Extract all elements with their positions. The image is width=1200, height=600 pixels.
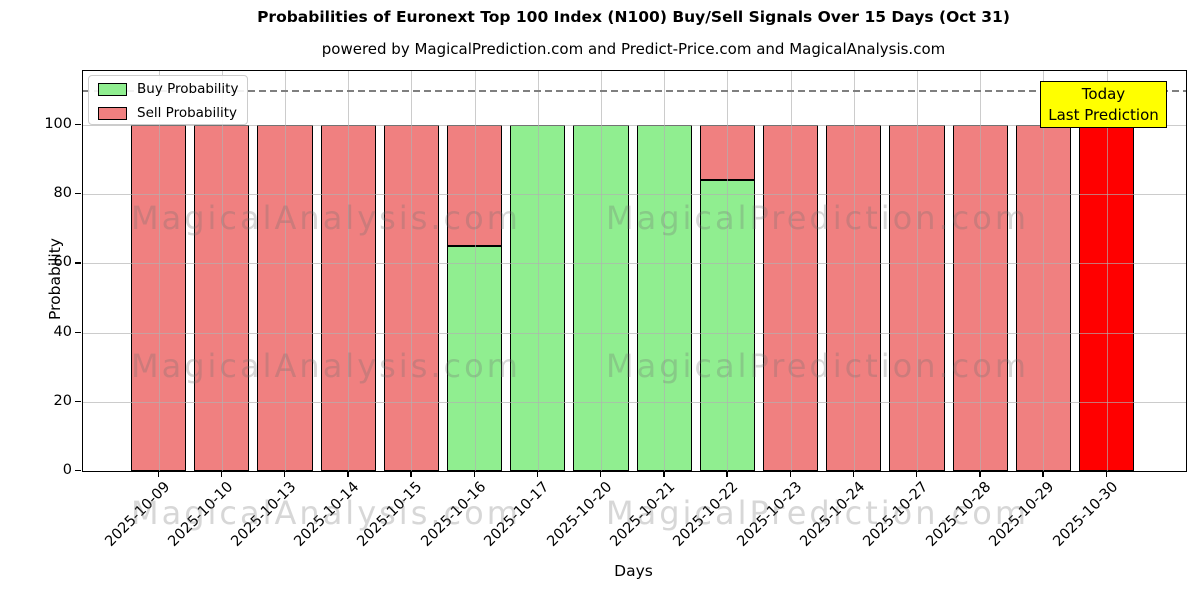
bar-segment-sell bbox=[257, 125, 313, 471]
h-gridline bbox=[83, 332, 1186, 334]
x-tick-mark bbox=[600, 471, 602, 477]
today-annotation-line2: Last Prediction bbox=[1048, 105, 1159, 124]
watermark-prediction: MagicalPrediction.com bbox=[606, 494, 1029, 532]
legend: Buy Probability Sell Probability bbox=[88, 75, 248, 125]
x-tick-mark bbox=[789, 471, 791, 477]
v-gridline bbox=[853, 71, 855, 471]
y-tick-label: 40 bbox=[53, 323, 72, 340]
v-gridline bbox=[1106, 71, 1108, 471]
legend-item-buy: Buy Probability bbox=[98, 78, 247, 100]
y-tick-label: 80 bbox=[53, 185, 72, 202]
y-axis-label: Probability bbox=[45, 238, 64, 320]
y-tick-mark bbox=[75, 470, 81, 472]
x-tick-mark bbox=[157, 471, 159, 477]
watermark-prediction: MagicalPrediction.com bbox=[606, 347, 1029, 385]
bar-segment-sell bbox=[826, 125, 882, 471]
bar-segment-buy bbox=[510, 125, 566, 471]
watermark-analysis: MagicalAnalysis.com bbox=[131, 347, 521, 385]
y-tick-mark bbox=[75, 193, 81, 195]
today-annotation-line1: Today bbox=[1081, 84, 1126, 103]
v-gridline bbox=[790, 71, 792, 471]
legend-label-sell: Sell Probability bbox=[137, 105, 238, 121]
x-tick-mark bbox=[410, 471, 412, 477]
y-tick-mark bbox=[75, 400, 81, 403]
y-tick-label: 60 bbox=[53, 254, 72, 271]
x-tick-mark bbox=[347, 471, 349, 477]
x-tick-mark bbox=[663, 471, 665, 477]
v-gridline bbox=[474, 71, 476, 471]
v-gridline bbox=[348, 71, 350, 471]
watermark-analysis: MagicalAnalysis.com bbox=[131, 494, 521, 532]
y-tick-label: 0 bbox=[62, 462, 72, 478]
chart-title: Probabilities of Euronext Top 100 Index … bbox=[257, 8, 1010, 26]
v-gridline bbox=[980, 71, 982, 471]
h-gridline bbox=[83, 125, 1186, 126]
watermark-prediction: MagicalPrediction.com bbox=[606, 199, 1029, 237]
v-gridline bbox=[727, 71, 729, 471]
legend-swatch-buy-icon bbox=[98, 82, 127, 96]
x-tick-mark bbox=[726, 471, 728, 477]
x-tick-mark bbox=[1042, 471, 1044, 477]
legend-item-sell: Sell Probability bbox=[98, 102, 247, 124]
bar-segment-sell bbox=[889, 125, 945, 471]
x-tick-mark bbox=[916, 471, 918, 477]
h-gridline bbox=[83, 401, 1186, 403]
y-tick-label: 100 bbox=[44, 116, 72, 132]
x-tick-mark bbox=[536, 471, 539, 477]
x-tick-mark bbox=[220, 471, 223, 477]
v-gridline bbox=[411, 71, 413, 471]
plot-area: MagicalAnalysis.com MagicalPrediction.com… bbox=[82, 70, 1187, 532]
legend-label-buy: Buy Probability bbox=[137, 81, 239, 97]
legend-swatch-sell-icon bbox=[98, 106, 127, 120]
bar-segment-sell bbox=[320, 125, 376, 471]
v-gridline bbox=[917, 71, 919, 471]
v-gridline bbox=[537, 71, 539, 471]
v-gridline bbox=[1043, 71, 1045, 471]
v-gridline bbox=[221, 71, 223, 471]
h-gridline bbox=[83, 194, 1186, 196]
x-tick-mark bbox=[852, 471, 855, 477]
v-gridline bbox=[664, 71, 666, 471]
x-tick-mark bbox=[1105, 471, 1107, 477]
x-tick-mark bbox=[979, 471, 981, 477]
x-tick-mark bbox=[284, 471, 286, 477]
chart-subtitle: powered by MagicalPrediction.com and Pre… bbox=[321, 40, 946, 58]
y-tick-label: 20 bbox=[53, 392, 72, 409]
h-gridline bbox=[83, 263, 1186, 265]
x-tick-mark bbox=[473, 471, 475, 477]
v-gridline bbox=[285, 71, 287, 471]
today-annotation: Today Last Prediction bbox=[1040, 81, 1167, 128]
y-tick-mark bbox=[75, 262, 81, 264]
v-gridline bbox=[158, 71, 160, 471]
watermark-analysis: MagicalAnalysis.com bbox=[131, 199, 521, 237]
x-axis-label: Days bbox=[614, 562, 653, 580]
bar-segment-sell bbox=[194, 125, 250, 471]
y-tick-mark bbox=[75, 331, 81, 333]
y-tick-mark bbox=[75, 124, 81, 126]
dashed-threshold-line bbox=[83, 90, 1186, 92]
v-gridline bbox=[601, 71, 603, 471]
bar-segment-buy bbox=[636, 125, 692, 471]
